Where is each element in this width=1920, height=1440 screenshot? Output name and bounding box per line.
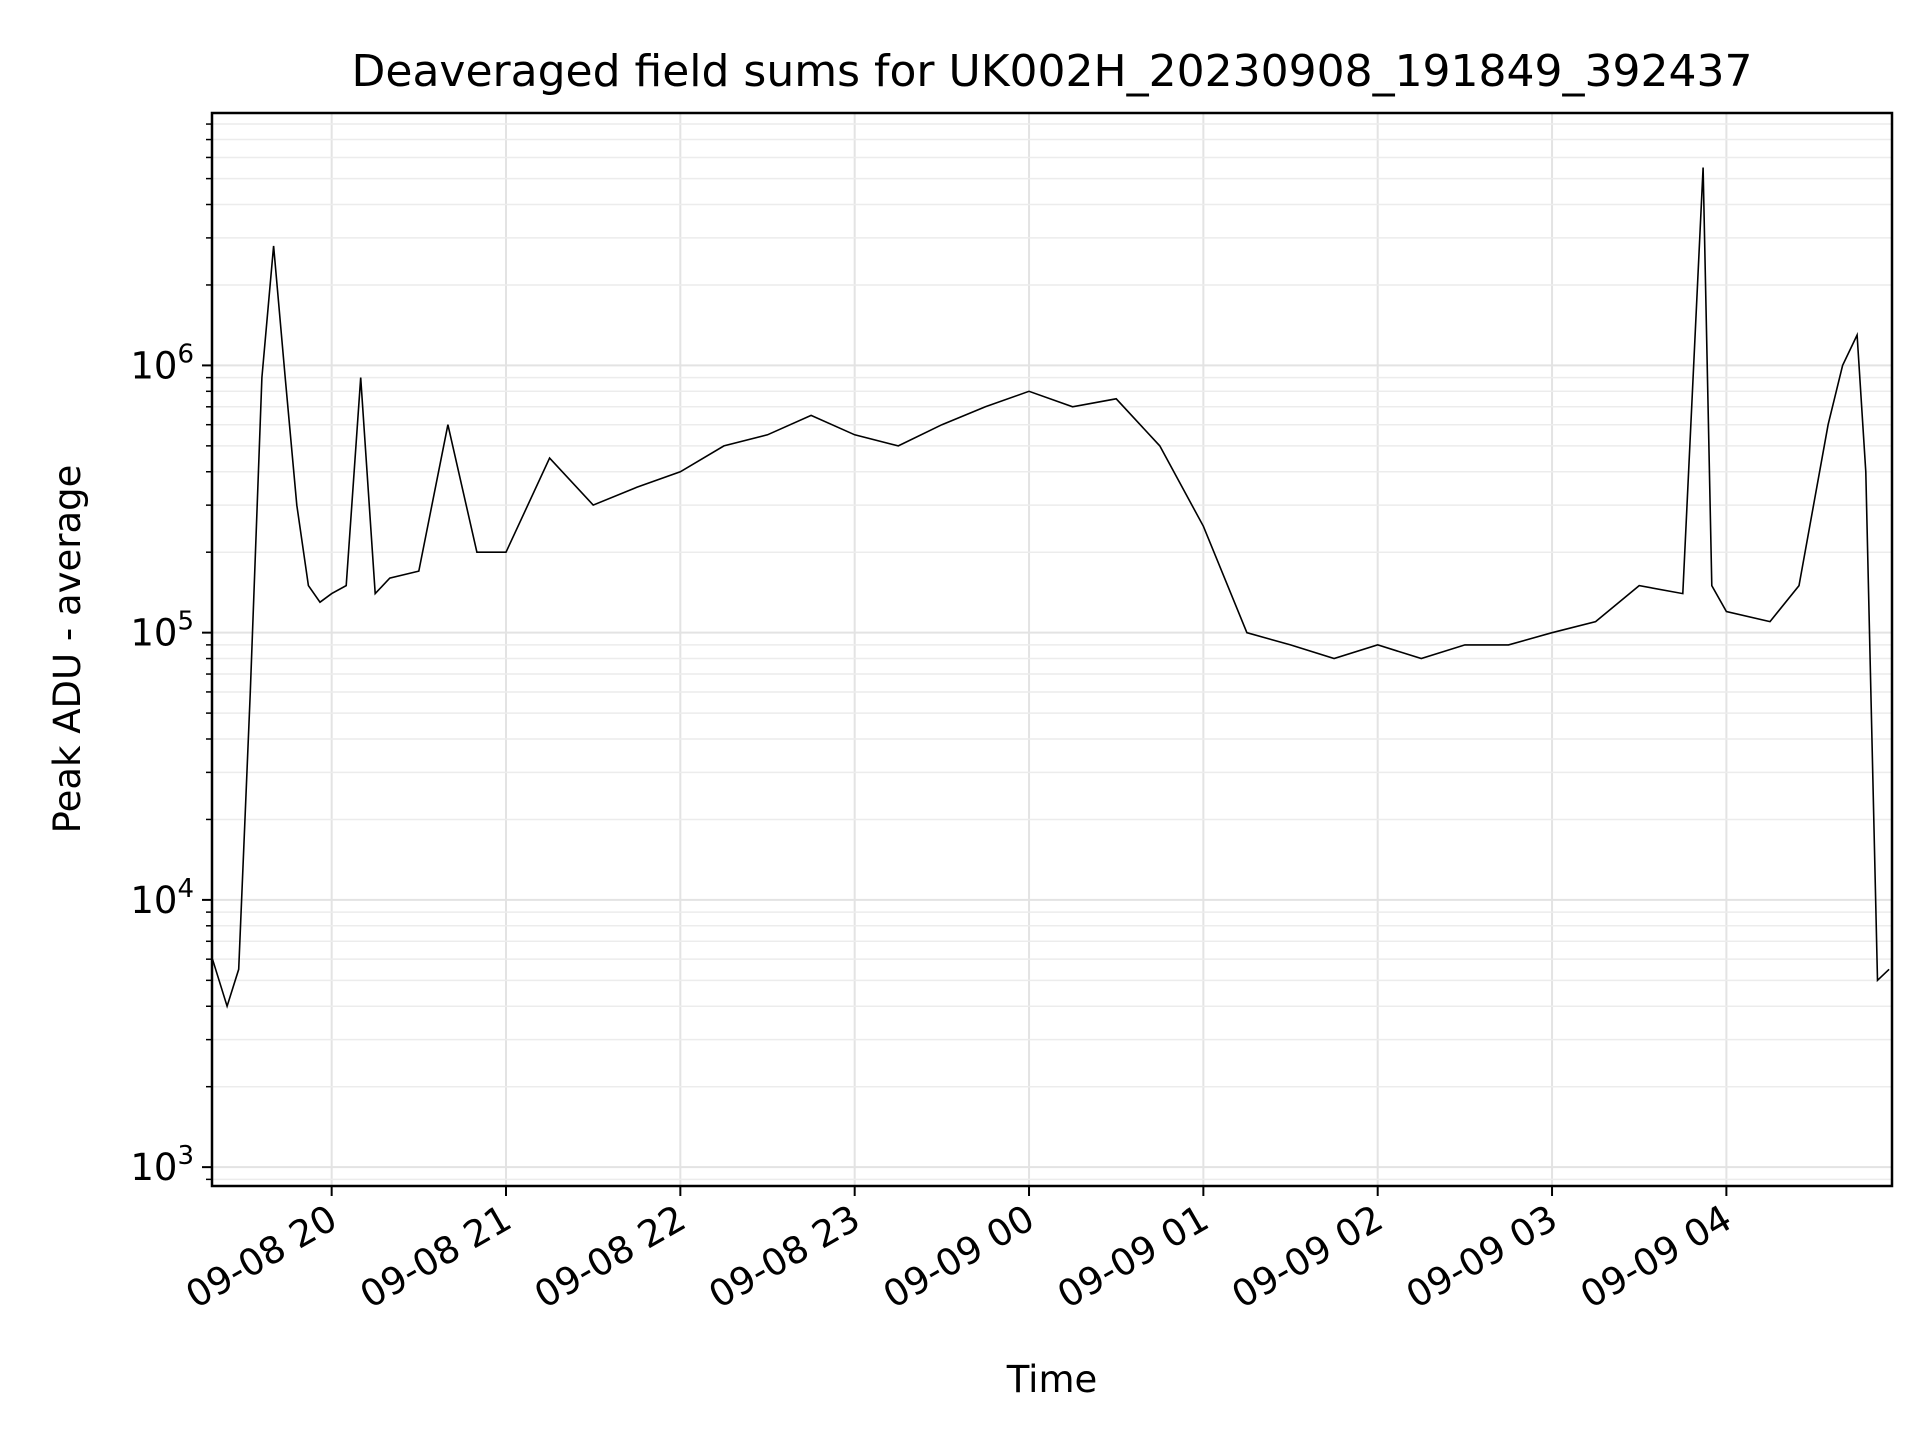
plot-frame [210, 111, 1894, 1188]
y-axis-label: Peak ADU - average [46, 465, 89, 834]
grid [212, 113, 1892, 1186]
y-tick-label: 105 [130, 607, 194, 655]
series-line [211, 167, 1890, 1009]
x-tick-label: 09-09 04 [1573, 1197, 1739, 1317]
x-tick-label: 09-08 21 [353, 1197, 519, 1317]
series [211, 167, 1890, 1009]
x-tick-label: 09-08 22 [527, 1197, 693, 1317]
y-tick-label: 106 [130, 339, 194, 387]
x-tick-label: 09-08 20 [179, 1197, 345, 1317]
x-tick-label: 09-09 00 [876, 1197, 1042, 1317]
axis-ticks: 09-08 20 09-08 21 09-08 22 09-08 23 09-09 00… [130, 123, 1739, 1317]
chart-title: Deaveraged field sums for UK002H_2023090… [352, 46, 1753, 97]
y-tick-label: 103 [130, 1141, 194, 1189]
x-tick-label: 09-09 03 [1399, 1197, 1565, 1317]
x-axis-label: Time [1006, 1358, 1098, 1401]
x-tick-label: 09-09 01 [1050, 1197, 1216, 1317]
x-tick-label: 09-08 23 [702, 1197, 868, 1317]
x-tick-label: 09-09 02 [1225, 1197, 1391, 1317]
y-tick-label: 104 [130, 874, 194, 922]
